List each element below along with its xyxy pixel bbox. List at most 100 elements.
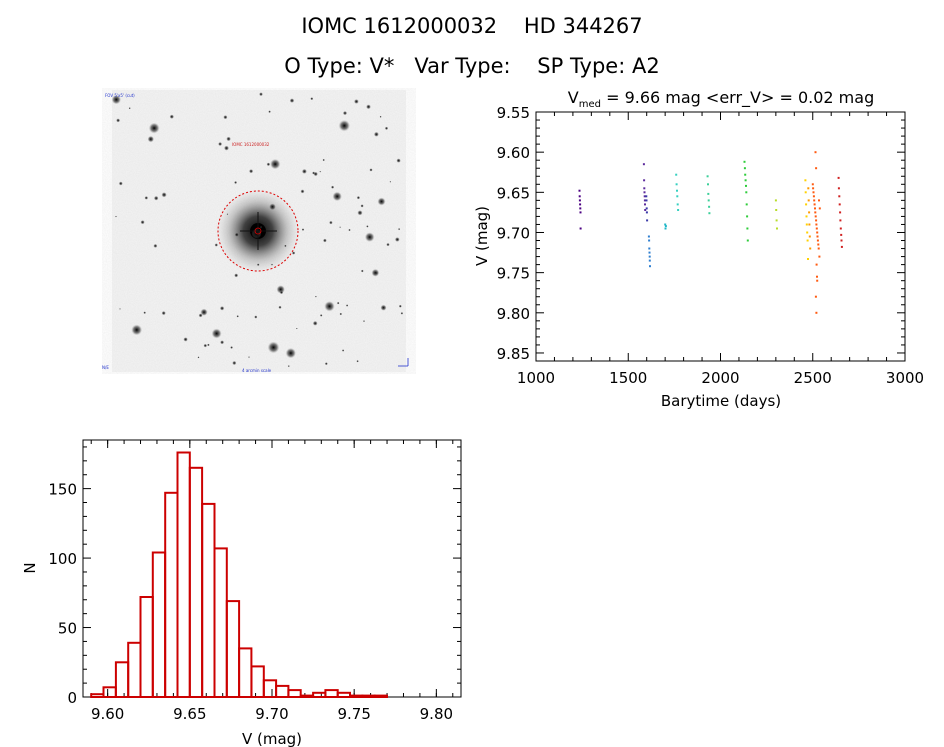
data-point [708, 205, 711, 208]
data-point [677, 209, 680, 211]
data-point [814, 151, 817, 154]
field-star [226, 136, 231, 142]
hist-bar [164, 491, 179, 698]
field-star [267, 341, 280, 354]
data-point [579, 203, 582, 206]
field-star [285, 347, 296, 359]
field-star [338, 120, 350, 132]
field-star [389, 181, 392, 183]
field-star [269, 203, 276, 211]
data-point [579, 211, 582, 214]
field-star [259, 92, 263, 97]
data-point [578, 189, 581, 192]
field-star [396, 158, 401, 163]
data-point [643, 187, 646, 190]
hist-y-tick-label: 50 [58, 620, 77, 638]
plot-frame [535, 111, 906, 362]
field-star [148, 122, 160, 134]
field-star [319, 170, 321, 173]
x-tick-label: 1500 [609, 369, 647, 387]
hist-bar [324, 689, 339, 699]
field-star [356, 196, 361, 200]
field-star [236, 315, 239, 318]
data-point [813, 203, 816, 206]
field-star [312, 320, 318, 326]
hist-bar [139, 596, 154, 698]
y-tick-label: 9.75 [497, 265, 530, 283]
data-point [664, 227, 667, 230]
y-tick-label: 9.80 [497, 305, 530, 323]
data-point [808, 235, 811, 238]
data-point [838, 203, 841, 206]
data-point [815, 223, 818, 226]
svg-text:FOV 5'x5' (cut): FOV 5'x5' (cut) [105, 93, 135, 98]
field-star [284, 244, 287, 248]
y-tick-label: 9.65 [497, 184, 530, 202]
hist-bar [361, 694, 376, 699]
data-point [808, 223, 811, 226]
field-star [287, 365, 290, 368]
field-star [289, 98, 295, 103]
field-star [339, 312, 343, 316]
field-star [322, 158, 325, 162]
field-star [203, 343, 208, 348]
data-point [676, 195, 679, 198]
field-star [147, 135, 154, 143]
field-star [226, 213, 229, 215]
data-point [814, 207, 816, 210]
hist-y-tick-label: 150 [48, 481, 77, 499]
data-point [708, 212, 711, 215]
data-point [815, 263, 818, 266]
hist-bar [238, 647, 253, 698]
field-star [373, 131, 379, 137]
data-point [818, 255, 821, 258]
field-star [315, 295, 317, 298]
field-star [345, 304, 349, 307]
field-star [197, 356, 200, 359]
chart-title: IOMC 1612000032 HD 344267 [301, 14, 643, 38]
x-tick-label: 3000 [886, 369, 924, 387]
data-point [811, 183, 814, 186]
field-star [384, 126, 389, 130]
data-point [816, 239, 819, 242]
field-star [360, 204, 364, 208]
field-star [118, 181, 123, 186]
field-star [400, 312, 404, 315]
data-point [815, 167, 818, 170]
data-point [743, 160, 746, 163]
data-point [815, 219, 818, 222]
field-star [300, 189, 305, 194]
data-point [643, 195, 646, 198]
data-point [816, 275, 818, 278]
hist-bar [127, 641, 142, 699]
data-point [816, 279, 819, 282]
field-star [111, 94, 121, 105]
data-point [707, 183, 709, 186]
data-point [815, 227, 818, 230]
data-point [647, 235, 650, 238]
hist-bar [287, 689, 302, 699]
data-point [648, 239, 651, 242]
y-tick-label: 9.70 [497, 224, 530, 242]
field-star [375, 271, 378, 275]
field-star [234, 181, 238, 184]
hist-bar [213, 547, 228, 699]
data-point [805, 203, 808, 206]
hist-y-tick-label: 0 [67, 689, 77, 707]
field-star [342, 111, 348, 116]
field-star [366, 104, 371, 110]
chart-subtitle: O Type: V* Var Type: SP Type: A2 [284, 54, 660, 78]
field-star [254, 315, 258, 319]
title-rest: = 9.66 mag <err_V> = 0.02 mag [601, 88, 874, 108]
field-star [296, 327, 298, 330]
field-star [366, 225, 369, 228]
field-star [379, 115, 382, 118]
x-tick-label: 2500 [794, 369, 832, 387]
data-point [817, 247, 820, 250]
data-point [676, 203, 679, 206]
data-point [664, 225, 667, 228]
field-star [128, 107, 131, 110]
data-point [746, 215, 749, 218]
data-point [815, 311, 818, 314]
data-point [643, 199, 646, 202]
